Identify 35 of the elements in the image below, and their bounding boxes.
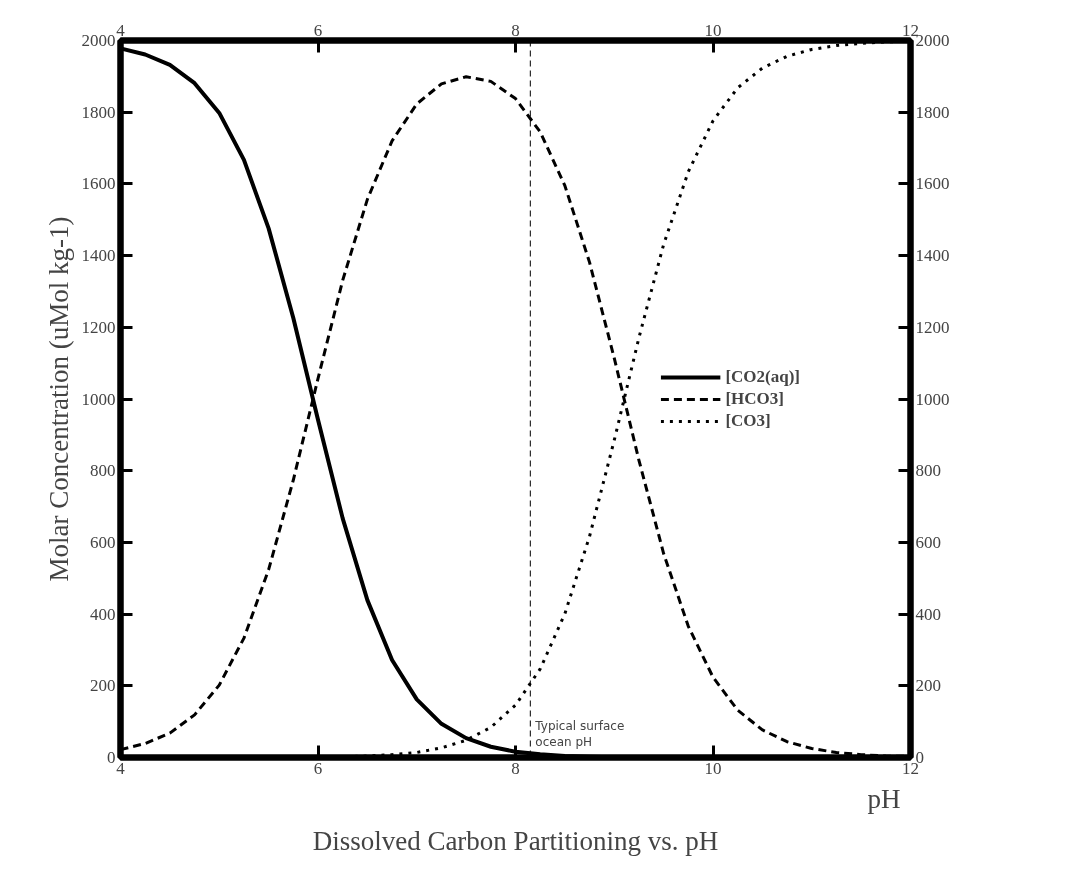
y-tick-label: 1800 xyxy=(81,102,116,122)
y2-tick-label: 1000 xyxy=(915,389,950,409)
x-tick-label: 10 xyxy=(704,758,722,778)
x2-tick-label: 10 xyxy=(704,20,722,40)
y2-tick-label: 800 xyxy=(915,461,941,481)
text: Dissolved Carbon Partitioning vs. pH xyxy=(312,825,719,856)
x2-tick-label: 8 xyxy=(511,20,520,40)
y-tick-label: 2000 xyxy=(81,31,116,50)
y2-tick-label: 400 xyxy=(915,604,941,624)
x-axis-title: pH xyxy=(867,783,901,814)
y-tick-label: 800 xyxy=(90,461,116,481)
y2-tick-label: 1600 xyxy=(915,174,950,194)
y2-tick-label: 1800 xyxy=(915,102,950,122)
y-tick-label: 1000 xyxy=(81,389,116,409)
y-tick-label: 1200 xyxy=(81,317,116,337)
y2-tick-label: 1200 xyxy=(915,317,950,337)
y-tick-label: 200 xyxy=(90,676,116,696)
x2-tick-label: 6 xyxy=(313,20,323,40)
y-tick-label: 400 xyxy=(90,604,116,624)
y-tick-label: 1400 xyxy=(81,246,116,266)
x-tick-label: 6 xyxy=(313,758,323,778)
y-tick-label: 600 xyxy=(90,532,116,552)
legend-label: [CO2(aq)] xyxy=(725,366,800,387)
ref-line-label: Typical surface ocean pH xyxy=(534,718,625,750)
legend-label: [HCO3] xyxy=(725,388,784,409)
x-tick-label: 4 xyxy=(116,758,126,778)
y-tick-label: 0 xyxy=(107,748,116,767)
y2-tick-label: 200 xyxy=(915,676,941,696)
legend-label: [CO3] xyxy=(725,410,771,431)
y2-tick-label: 1400 xyxy=(915,246,950,266)
y2-tick-label: 600 xyxy=(915,532,941,552)
y-axis-title: Molar Concentration (uMol kg-1) xyxy=(43,216,74,582)
x-tick-label: 8 xyxy=(511,758,520,778)
y-tick-label: 1600 xyxy=(81,174,116,194)
x2-tick-label: 4 xyxy=(116,20,126,40)
